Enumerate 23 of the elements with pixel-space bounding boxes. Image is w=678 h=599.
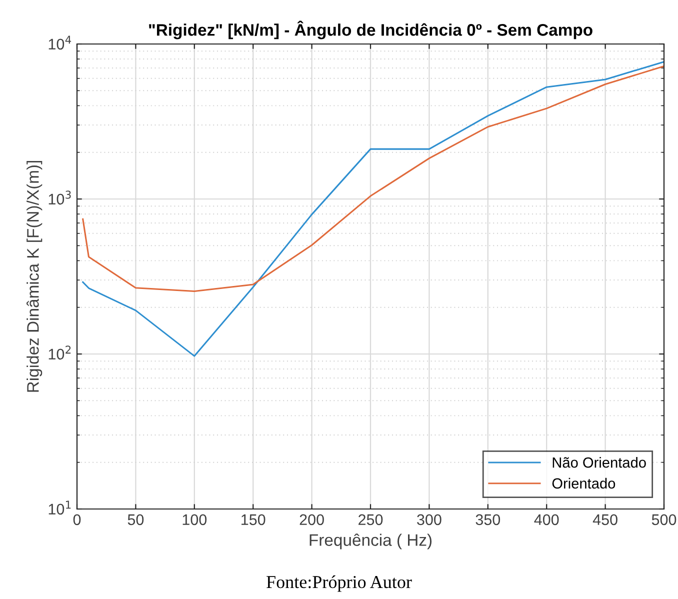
x-tick-label: 450 — [592, 514, 618, 526]
line-series — [82, 61, 664, 357]
x-tick-label: 0 — [73, 514, 81, 526]
source-note: Fonte:Próprio Autor — [266, 575, 412, 592]
y-axis-title: Rigidez Dinâmica K [F(N)/X(m)] — [26, 161, 42, 392]
x-tick-label: 150 — [242, 514, 266, 526]
x-tick-label: 400 — [534, 514, 559, 526]
x-axis-title: Frequência ( Hz) — [310, 534, 432, 550]
x-tick-label: 50 — [128, 514, 144, 526]
x-tick-label: 300 — [417, 514, 442, 526]
x-tick-label: 350 — [476, 514, 500, 526]
y-tick-label: 10$^{4}$ — [48, 36, 72, 50]
y-tick-label: 10$^{3}$ — [48, 190, 71, 205]
x-tick-label: 200 — [300, 514, 324, 526]
line-series — [82, 65, 664, 292]
x-tick-label: 500 — [652, 514, 676, 526]
y-tick-label: 10$^{1}$ — [48, 500, 71, 515]
chart-title: "Rigidez" [kN/m] - Ângulo de Incidência 0º - Sem Campo — [149, 20, 592, 40]
y-tick-label: 10$^{2}$ — [48, 346, 71, 360]
x-tick-label: 100 — [182, 514, 207, 526]
x-tick-label: 250 — [358, 514, 383, 526]
legend-label: Não Orientado — [552, 457, 646, 468]
legend-label: Orientado — [552, 478, 616, 489]
